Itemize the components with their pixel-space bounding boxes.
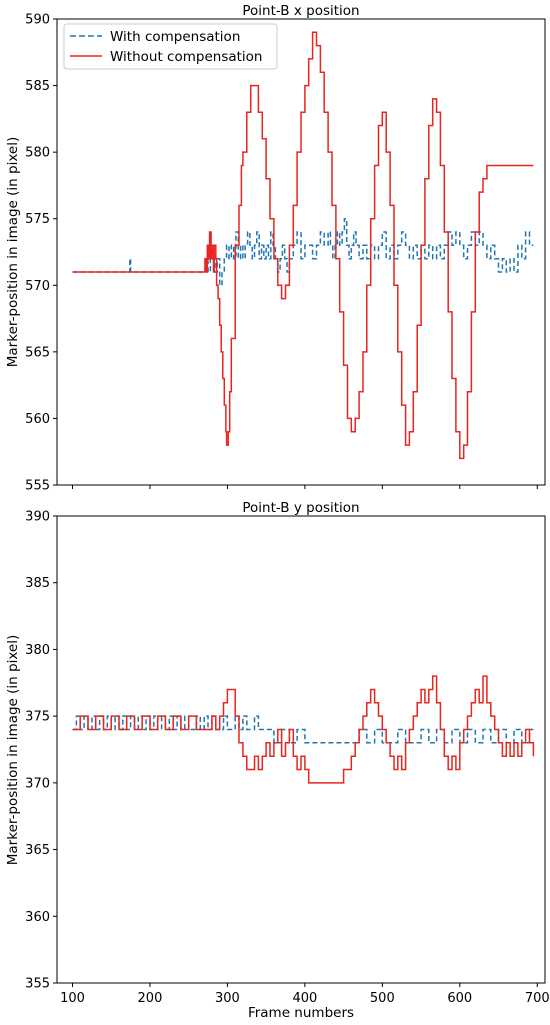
y-position-y-tick-label-365: 365 <box>25 843 50 858</box>
y-position-y-tick-label-360: 360 <box>25 910 50 925</box>
x-axis-label: Frame numbers <box>248 1005 354 1021</box>
y-position-series-with-compensation <box>72 715 534 744</box>
x-position-y-tick-label-570: 570 <box>25 279 50 294</box>
y-position-y-tick-label-385: 385 <box>25 576 50 591</box>
y-position-y-tick-label-375: 375 <box>25 710 50 725</box>
x-position-x-ticks <box>71 485 538 489</box>
x-position-y-tick-label-590: 590 <box>25 13 50 28</box>
x-position-y-ticks: 555 560 565 570 575 580 585 590 <box>25 13 57 494</box>
y-position-y-tick-label-390: 390 <box>25 510 50 525</box>
y-position-x-tick-label-600: 600 <box>447 991 472 1006</box>
x-position-y-tick-label-575: 575 <box>25 212 50 227</box>
y-position-y-axis-label: Marker-position in image (in pixel) <box>5 635 21 865</box>
y-position-y-ticks: 355 360 365 370 375 380 385 390 <box>25 510 57 992</box>
y-position-plot-frame <box>56 515 546 984</box>
legend-label-with-compensation: With compensation <box>110 29 240 45</box>
y-position-x-tick-label-100: 100 <box>60 991 85 1006</box>
x-position-y-tick-label-580: 580 <box>25 146 50 161</box>
x-position-series-with-compensation <box>72 217 534 287</box>
y-position-series-without-compensation <box>72 675 535 784</box>
legend-box <box>63 23 278 70</box>
legend: With compensation Without compensation <box>63 23 278 70</box>
y-position-x-tick-label-300: 300 <box>215 991 240 1006</box>
x-position-y-tick-label-560: 560 <box>25 412 50 427</box>
y-position-x-tick-label-400: 400 <box>292 991 317 1006</box>
y-position-y-tick-label-380: 380 <box>25 643 50 658</box>
y-position-x-tick-label-200: 200 <box>138 991 163 1006</box>
x-position-series-group <box>72 31 534 460</box>
legend-label-without-compensation: Without compensation <box>110 49 262 65</box>
y-position-x-ticks: 100 200 300 400 500 600 700 <box>60 983 550 1006</box>
x-position-y-axis-label: Marker-position in image (in pixel) <box>5 137 21 367</box>
x-position-plot: Point-B x position 555 560 565 570 575 580 585… <box>5 3 546 494</box>
y-position-y-tick-label-370: 370 <box>25 776 50 791</box>
x-position-y-tick-label-585: 585 <box>25 79 50 94</box>
x-position-series-without-compensation <box>72 31 534 460</box>
y-position-title: Point-B y position <box>242 500 359 516</box>
y-position-series-group <box>72 675 535 784</box>
y-position-x-tick-label-500: 500 <box>370 991 395 1006</box>
x-position-y-tick-label-565: 565 <box>25 345 50 360</box>
x-position-plot-frame <box>56 18 546 486</box>
y-position-x-tick-label-700: 700 <box>525 991 550 1006</box>
y-position-y-tick-label-355: 355 <box>25 977 50 992</box>
x-position-title: Point-B x position <box>242 3 359 19</box>
x-position-y-tick-label-555: 555 <box>25 479 50 494</box>
y-position-plot: Point-B y position 355 360 365 370 375 380 385… <box>5 500 550 1021</box>
